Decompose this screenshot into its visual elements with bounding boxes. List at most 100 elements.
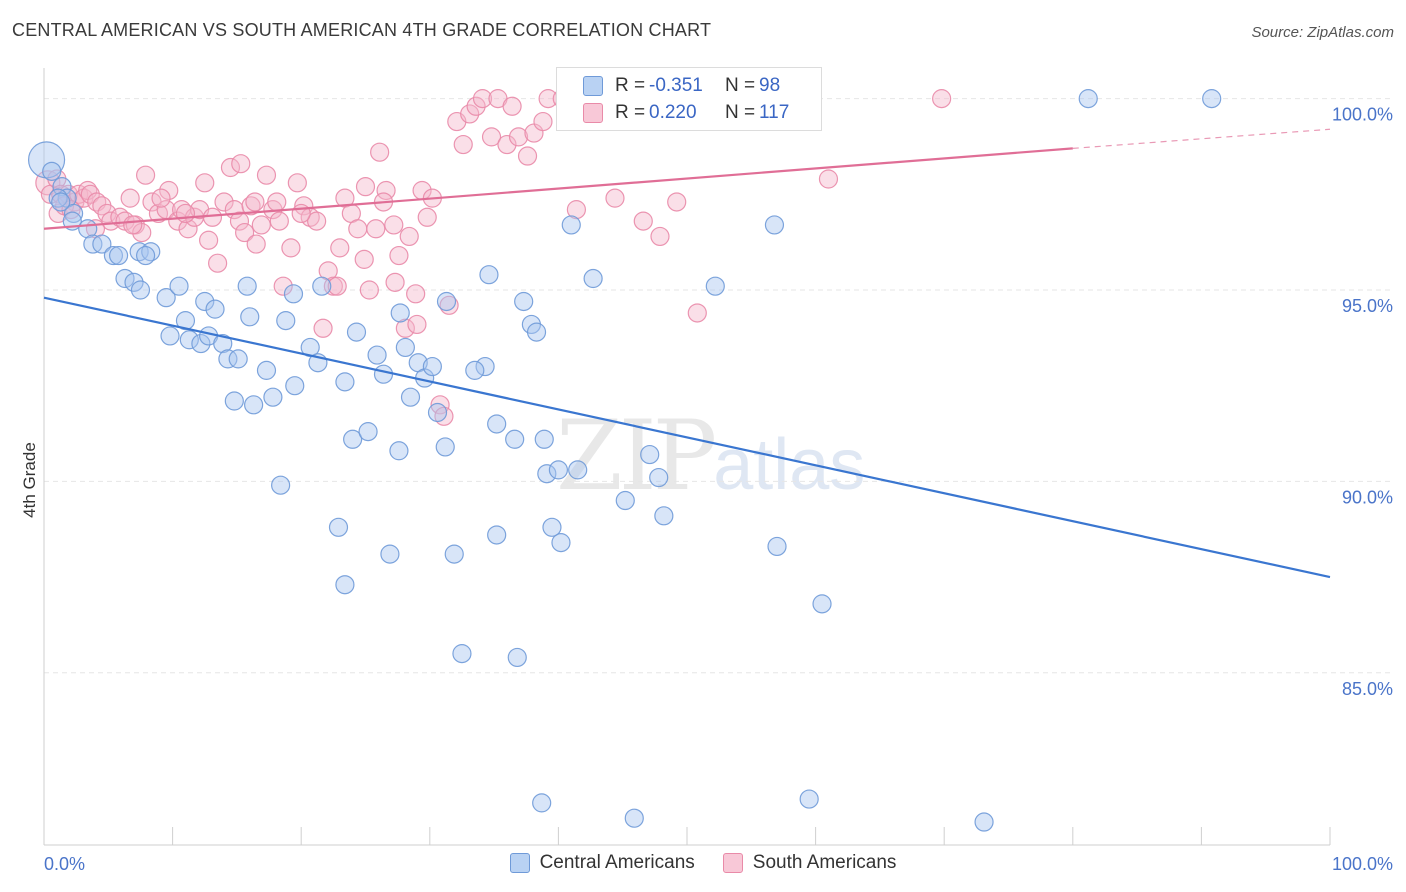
central-point [191,333,211,354]
central-point [205,299,225,319]
central-point [276,311,296,331]
central-point [244,395,264,415]
central-point [218,349,238,369]
central-point [213,333,233,354]
south-point [273,276,293,296]
r-value: -0.351 [649,75,703,96]
south-point [241,196,261,216]
central-point [444,544,464,564]
south-point [395,318,415,338]
central-point [561,215,581,235]
south-point [175,203,196,224]
y-tick-label: 85.0% [1342,679,1393,699]
central-point [228,349,248,369]
x-tick-label: 0.0% [44,854,85,874]
south-point [502,96,522,116]
x-tick-label: 100.0% [1332,854,1393,874]
south-point [269,211,289,231]
n-value: 98 [759,75,781,96]
central-point [343,429,363,449]
central-point [534,429,554,449]
central-point [395,337,415,358]
r-label: R = [615,102,646,123]
legend-item-south[interactable]: South Americans [722,852,896,874]
central-point [135,245,156,266]
south-point [287,173,307,193]
south-point [235,222,255,243]
central-point [160,326,180,346]
south-point [256,165,277,185]
south-point [533,111,553,132]
central-point [237,276,257,296]
south-point [214,192,234,212]
y-axis-label: 4th Grade [20,442,39,518]
central-point [42,161,62,181]
south-point [354,249,374,269]
central-point [169,276,189,296]
south-point [399,226,419,247]
south-point [508,127,529,147]
central-point [505,429,525,449]
central-point [335,372,355,392]
south-point [246,234,266,254]
central-point [175,311,196,331]
central-point [373,364,394,384]
south-point [605,188,625,208]
south-point [359,280,379,300]
central-point [92,234,112,254]
south-point [687,303,707,323]
y-tick-label: 90.0% [1342,487,1393,507]
central-point [640,444,660,465]
central-point [380,544,400,564]
central-point [285,376,305,396]
watermark-zip: ZIP [556,400,717,512]
south-point [327,276,347,296]
watermark-atlas: atlas [713,425,866,505]
central-point [224,391,244,411]
south-point [497,134,517,155]
central-point [124,272,144,292]
south-point [348,219,368,239]
central-point [551,533,571,553]
south-point [267,192,287,212]
y-tick-label: 95.0% [1342,296,1393,316]
central-point [532,793,552,813]
central-point [328,517,349,537]
central-point [654,506,674,526]
south-point [251,215,271,235]
south-point [650,226,670,247]
n-label: N = [725,75,756,96]
r-label: R = [615,75,646,96]
south-point [818,169,839,189]
south-point [245,192,265,212]
n-label: N = [725,102,756,123]
south-point [159,180,179,201]
central-point [542,517,562,537]
central-point [487,414,507,434]
south-point [460,104,480,124]
legend-item-central[interactable]: Central Americans [509,852,695,874]
source-label: Source: ZipAtlas.com [1251,24,1394,41]
south-point [208,253,228,273]
south-point [366,219,386,239]
central-point [436,291,457,312]
central-point [767,536,787,557]
south-point [313,318,333,338]
central-point [400,387,421,407]
r-value: 0.220 [649,102,697,123]
south-point [307,211,327,231]
south-point [566,200,587,220]
central-point [764,215,785,235]
central-point [156,288,176,308]
central-point [130,280,151,300]
south-point [481,127,502,147]
south-point [120,188,140,208]
central-point [1202,89,1222,109]
central-point [452,644,472,664]
south-swatch [583,103,603,123]
central-point [812,594,832,614]
south-point [385,272,405,292]
stats-legend: R = -0.351 N = 98 R = 0.220 N = 117 [556,67,822,131]
central-point [27,141,66,179]
